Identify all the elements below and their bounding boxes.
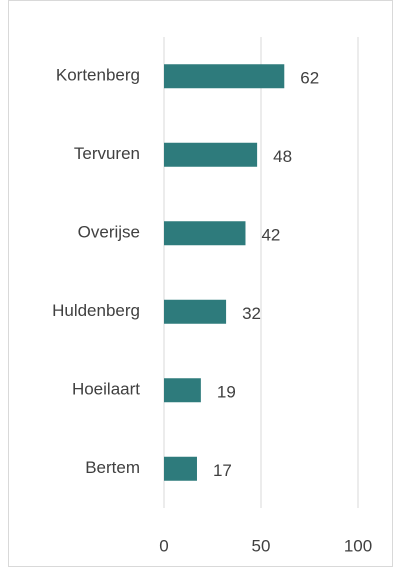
data-label: 62 bbox=[300, 69, 319, 88]
bar bbox=[164, 142, 258, 167]
y-tick-label: Hoeilaart bbox=[72, 380, 140, 399]
data-label: 19 bbox=[217, 383, 236, 402]
bar bbox=[164, 64, 285, 89]
x-tick-label: 0 bbox=[159, 536, 168, 555]
bar bbox=[164, 378, 201, 403]
y-tick-label: Overijse bbox=[78, 223, 140, 242]
data-label: 32 bbox=[242, 304, 261, 323]
x-tick-label: 50 bbox=[252, 536, 271, 555]
data-label: 42 bbox=[261, 226, 280, 245]
y-tick-label: Kortenberg bbox=[56, 66, 140, 85]
bar bbox=[164, 221, 246, 246]
y-tick-label: Huldenberg bbox=[52, 301, 140, 320]
bar bbox=[164, 456, 197, 481]
data-label: 48 bbox=[273, 147, 292, 166]
bar bbox=[164, 299, 227, 324]
y-tick-label: Tervuren bbox=[74, 144, 140, 163]
y-tick-label: Bertem bbox=[85, 458, 140, 477]
chart-border bbox=[8, 0, 393, 567]
x-tick-label: 100 bbox=[344, 536, 372, 555]
data-label: 17 bbox=[213, 461, 232, 480]
